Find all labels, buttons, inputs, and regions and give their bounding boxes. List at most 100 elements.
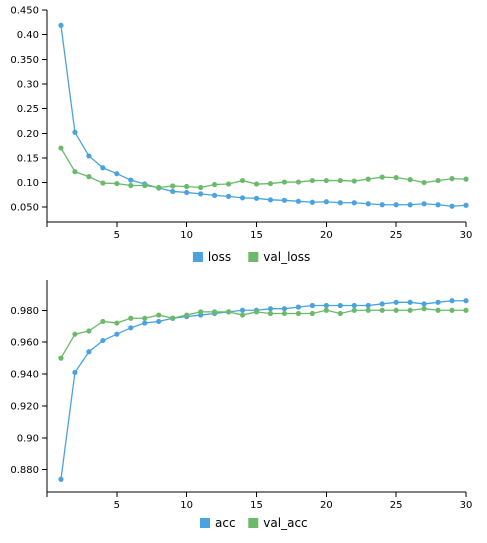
val_acc-series-line <box>60 308 466 359</box>
y-tick-label: 0.920 <box>10 401 39 412</box>
acc-point <box>351 302 357 309</box>
loss-point <box>435 202 441 208</box>
loss-point <box>337 200 343 206</box>
y-tick-label: 0.960 <box>10 338 39 349</box>
val_acc-point <box>142 315 148 321</box>
loss-point <box>449 203 455 209</box>
acc-point <box>393 299 399 305</box>
val_acc-point <box>267 310 274 317</box>
val_loss-point <box>225 181 232 187</box>
x-tick-label: 5 <box>114 500 120 511</box>
val_loss-legend-label[interactable]: val_loss <box>263 250 310 264</box>
x-tick-label: 25 <box>390 500 403 511</box>
loss-legend-label[interactable]: loss <box>208 250 231 264</box>
val_loss-point <box>184 183 190 190</box>
val_acc-point <box>407 307 413 313</box>
x-tick-label: 20 <box>320 500 333 511</box>
loss-point <box>184 189 190 196</box>
val_loss-point <box>72 169 78 175</box>
loss-point <box>72 129 78 135</box>
val_loss-point <box>128 182 134 189</box>
val_loss-point <box>379 174 385 180</box>
val_acc-legend-label[interactable]: val_acc <box>263 516 307 530</box>
val_loss-point <box>421 179 427 186</box>
val_loss-point <box>281 179 288 185</box>
acc-point <box>323 302 329 309</box>
loss-point <box>309 199 315 205</box>
val_loss-point <box>100 180 106 186</box>
y-tick-label: 0.450 <box>10 6 39 17</box>
val_acc-point <box>239 312 246 318</box>
loss-point <box>212 192 218 198</box>
acc-legend-label[interactable]: acc <box>215 516 236 530</box>
val_loss-point <box>267 180 274 187</box>
loss-point <box>379 202 385 208</box>
loss-point <box>281 197 288 203</box>
val_loss-point <box>463 176 469 182</box>
x-tick-label: 20 <box>320 230 333 241</box>
val_acc-point <box>449 307 455 313</box>
x-tick-label: 5 <box>114 230 120 241</box>
loss-chart: 0.050 0.10 0.15 0.20 0.25 0.30 0.350 0.40 0.450 5… <box>10 6 473 265</box>
val_acc-point <box>156 312 162 318</box>
val_loss-point <box>337 177 343 184</box>
x-tick-label: 10 <box>180 500 193 511</box>
y-tick-label: 0.980 <box>10 306 39 317</box>
acc-point <box>267 306 274 312</box>
x-tick-label: 15 <box>250 230 263 241</box>
y-tick-label: 0.15 <box>17 153 39 164</box>
loss-legend-swatch[interactable] <box>192 252 203 262</box>
acc-point <box>281 306 288 312</box>
x-tick-label: 30 <box>460 230 473 241</box>
y-tick-label: 0.90 <box>17 433 39 444</box>
x-tick-label: 30 <box>460 500 473 511</box>
val_acc-point <box>184 312 190 318</box>
acc-point <box>449 298 455 304</box>
val_acc-point <box>114 320 120 326</box>
val_loss-point <box>323 177 329 184</box>
val_acc-point <box>421 306 427 312</box>
acc-point <box>337 302 343 309</box>
acc-point <box>463 298 469 304</box>
acc-point <box>100 337 106 344</box>
val_acc-point <box>253 309 260 315</box>
accuracy-chart: 0.880 0.90 0.920 0.940 0.960 0.980 5 10 15 20 25 30… <box>10 280 473 530</box>
acc-point <box>379 301 385 307</box>
loss-point <box>351 200 357 206</box>
acc-point <box>128 325 134 331</box>
loss-point <box>198 191 204 197</box>
val_loss-point <box>253 181 260 187</box>
loss-point <box>365 201 371 207</box>
loss-point <box>225 193 232 199</box>
loss-point <box>58 22 64 28</box>
val_loss-point <box>309 177 315 184</box>
val_loss-point <box>393 175 399 181</box>
val_acc-point <box>379 307 385 313</box>
val_loss-legend-swatch[interactable] <box>248 252 259 262</box>
acc-series-line <box>60 300 466 480</box>
acc-point <box>435 299 441 305</box>
val_loss-point <box>295 179 301 185</box>
val_acc-point <box>58 355 64 361</box>
loss-point <box>114 171 120 177</box>
val_acc-legend-swatch[interactable] <box>248 518 259 528</box>
val_acc-point <box>72 331 78 337</box>
val_acc-point <box>225 309 232 315</box>
y-tick-label: 0.940 <box>10 370 39 381</box>
acc-point <box>114 331 120 337</box>
val_loss-point <box>58 145 64 151</box>
acc-point <box>156 318 162 325</box>
val_loss-point <box>142 182 148 189</box>
val_loss-point <box>351 178 357 184</box>
val_acc-point <box>128 315 134 321</box>
val_acc-point <box>365 307 371 313</box>
acc-point <box>295 304 301 310</box>
val_acc-point <box>100 318 106 325</box>
val_acc-point <box>393 307 399 313</box>
val_acc-point <box>337 310 343 317</box>
acc-legend-swatch[interactable] <box>200 518 210 528</box>
loss-point <box>323 199 329 205</box>
val_loss-point <box>449 176 455 182</box>
val_loss-point <box>435 177 441 184</box>
